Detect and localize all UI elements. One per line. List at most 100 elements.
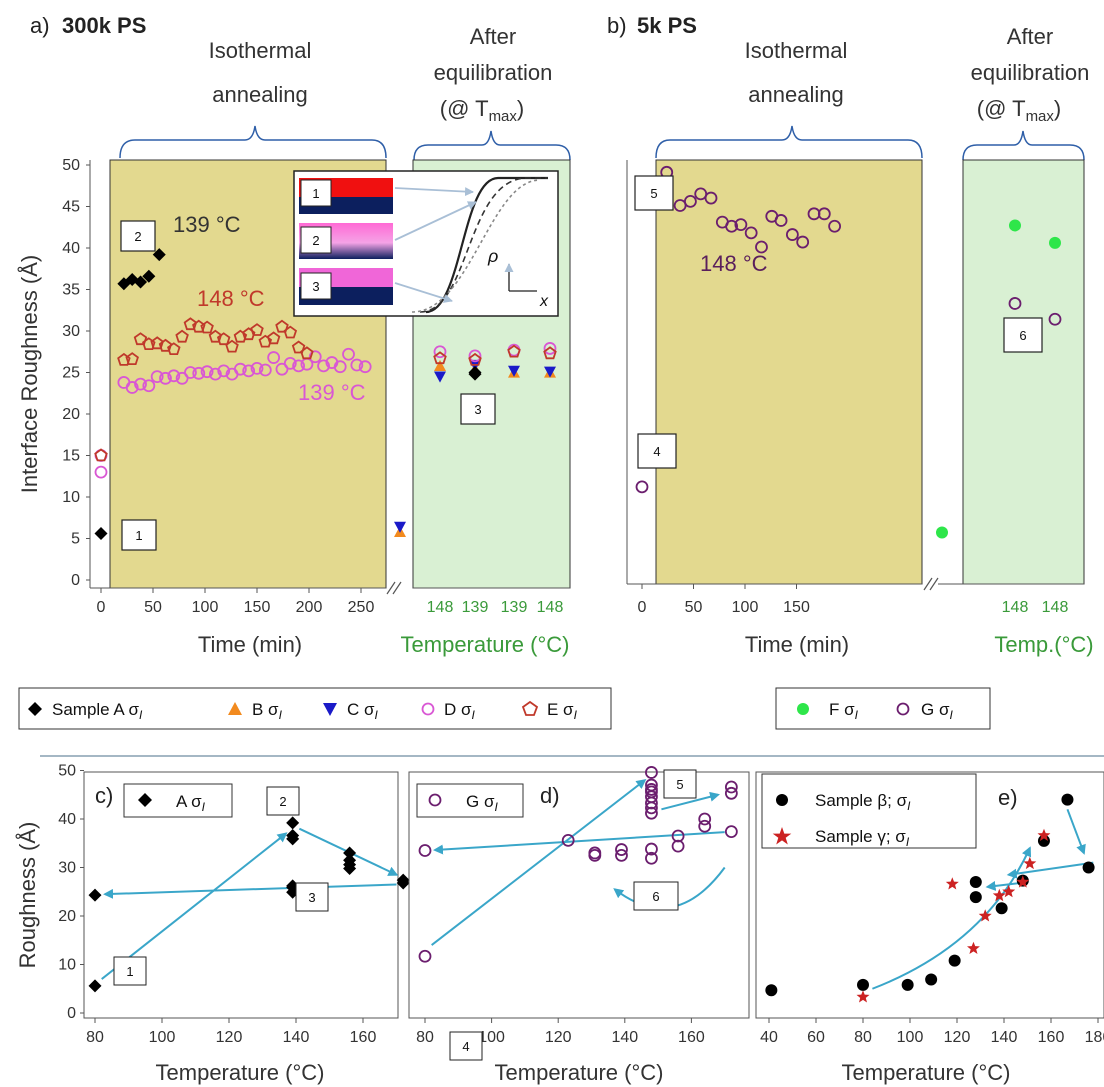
d-data-marks bbox=[418, 766, 738, 963]
a-annot-139-pink: 139 °C bbox=[298, 380, 366, 405]
a-y-tick-label: 30 bbox=[62, 323, 80, 340]
panel-b-title: 5k PS bbox=[637, 13, 697, 38]
b-point-G bbox=[774, 214, 788, 227]
d-arrow-5-to-eq bbox=[661, 791, 720, 811]
e-point-gamma bbox=[1023, 856, 1037, 870]
c-x-tick-label: 80 bbox=[86, 1029, 104, 1046]
box-c-1-visible: 1 bbox=[113, 956, 147, 986]
a-band-after-tmax-prefix: (@ T bbox=[440, 96, 489, 121]
a-band-isothermal-line2: annealing bbox=[212, 82, 307, 107]
a-point-D bbox=[350, 358, 364, 372]
e-point-gamma bbox=[978, 909, 992, 922]
a-point-D bbox=[208, 367, 222, 381]
d-point-G bbox=[645, 851, 658, 865]
d-point-G bbox=[418, 844, 432, 857]
e-arrow-heating bbox=[872, 846, 1032, 990]
legend-marker-B bbox=[228, 702, 242, 715]
a-point-C-eq bbox=[434, 371, 446, 383]
svg-text:A σI: A σI bbox=[176, 792, 206, 814]
d-x-tick-label: 80 bbox=[416, 1029, 434, 1046]
b-point-G bbox=[704, 191, 718, 205]
a-band-isothermal-line1: Isothermal bbox=[209, 38, 312, 63]
box-c-2: 2 bbox=[266, 786, 300, 816]
panel-e: 40 60 80 100 120 140 160 180 e) Sample β; σI Sa… bbox=[755, 771, 1104, 1046]
panel-a-label: a) bbox=[30, 13, 50, 38]
a-point-D bbox=[167, 369, 181, 383]
a-temp-tick-label: 139 bbox=[501, 599, 528, 616]
box-d-6: 6 bbox=[633, 881, 679, 911]
b-point-G bbox=[828, 219, 842, 233]
svg-text:3: 3 bbox=[312, 279, 319, 294]
a-y-tick-label: 50 bbox=[62, 157, 80, 174]
e-x-tick-label: 180 bbox=[1085, 1029, 1104, 1046]
e-data-marks bbox=[765, 793, 1104, 1003]
a-data-marks bbox=[94, 248, 557, 541]
legend-marker-C bbox=[323, 703, 337, 716]
e-point-gamma bbox=[967, 941, 980, 954]
a-point-E bbox=[142, 337, 156, 351]
a-y-tick-label: 25 bbox=[62, 365, 80, 382]
svg-text:3: 3 bbox=[474, 402, 481, 417]
d-point-G bbox=[615, 848, 628, 862]
a-y-tick-label: 45 bbox=[62, 199, 80, 216]
a-y-tick-label: 40 bbox=[62, 240, 80, 257]
legend-label-A: Sample A σI bbox=[52, 700, 143, 722]
b-band-after-tmax-close: ) bbox=[1054, 96, 1061, 121]
a-y-axis-label: Interface Roughness (Å) bbox=[17, 255, 42, 493]
b-point-G bbox=[755, 240, 768, 254]
a-point-E bbox=[283, 325, 298, 339]
a-point-D bbox=[217, 364, 231, 378]
a-brace-after bbox=[413, 130, 571, 161]
a-point-D bbox=[267, 351, 281, 364]
e-x-tick-label: 140 bbox=[991, 1029, 1018, 1046]
d-point-G bbox=[724, 825, 738, 839]
a-annot-148: 148 °C bbox=[197, 286, 265, 311]
d-x-tick-label: 140 bbox=[611, 1029, 638, 1046]
box-6: 6 bbox=[1003, 317, 1043, 353]
c-y-tick-label: 30 bbox=[58, 860, 76, 877]
a-point-C-eq bbox=[508, 365, 520, 377]
a-point-E bbox=[94, 448, 108, 462]
a-temp-tick-label: 148 bbox=[427, 599, 454, 616]
a-brace-isothermal bbox=[119, 125, 387, 159]
legend-label-D: D σI bbox=[444, 700, 476, 722]
b-x-tick-label: 150 bbox=[783, 599, 810, 616]
a-point-E bbox=[133, 332, 148, 346]
c-point-A bbox=[286, 816, 300, 830]
a-point-E bbox=[300, 346, 314, 360]
a-point-E bbox=[208, 329, 223, 343]
panel-b: b) 5k PS Isothermal annealing After equi… bbox=[607, 13, 1094, 657]
a-y-tick-label: 5 bbox=[71, 531, 80, 548]
d-arrow-4-to-5 bbox=[431, 778, 647, 946]
a-point-D bbox=[275, 362, 289, 376]
a-point-E bbox=[225, 339, 239, 353]
e-x-tick-label: 100 bbox=[897, 1029, 924, 1046]
box-5: 5 bbox=[634, 175, 674, 211]
a-point-D bbox=[283, 356, 297, 370]
d-point-G bbox=[645, 842, 658, 856]
b-point-G bbox=[734, 218, 748, 232]
a-point-E bbox=[291, 340, 306, 354]
a-point-D-eq bbox=[433, 345, 447, 359]
a-point-C-eq bbox=[544, 366, 556, 378]
d-x-tick-label: 160 bbox=[678, 1029, 705, 1046]
a-point-E bbox=[167, 342, 181, 356]
legend-marker-F bbox=[797, 703, 809, 715]
d-point-G bbox=[671, 839, 685, 853]
b-x-ticks: 0 50 100 150 bbox=[638, 584, 810, 616]
a-point-E-eq bbox=[468, 352, 482, 366]
legend-top-left: Sample A σI B σI C σI D σI E σI bbox=[18, 687, 612, 730]
svg-text:1: 1 bbox=[126, 964, 133, 979]
b-x-tick-label: 50 bbox=[685, 599, 703, 616]
box-c-3: 3 bbox=[295, 882, 329, 912]
c-point-A bbox=[396, 876, 410, 890]
a-point-D bbox=[233, 362, 247, 376]
inset-profile-medium bbox=[419, 177, 548, 313]
box-d-4: 4 bbox=[449, 1031, 483, 1061]
box-c-1 bbox=[114, 1058, 146, 1086]
a-temp-ticks: 148 139 139 148 bbox=[427, 599, 564, 616]
a-y-tick-label: 0 bbox=[71, 572, 80, 589]
a-point-E bbox=[216, 332, 231, 346]
box-4: 4 bbox=[637, 433, 677, 469]
